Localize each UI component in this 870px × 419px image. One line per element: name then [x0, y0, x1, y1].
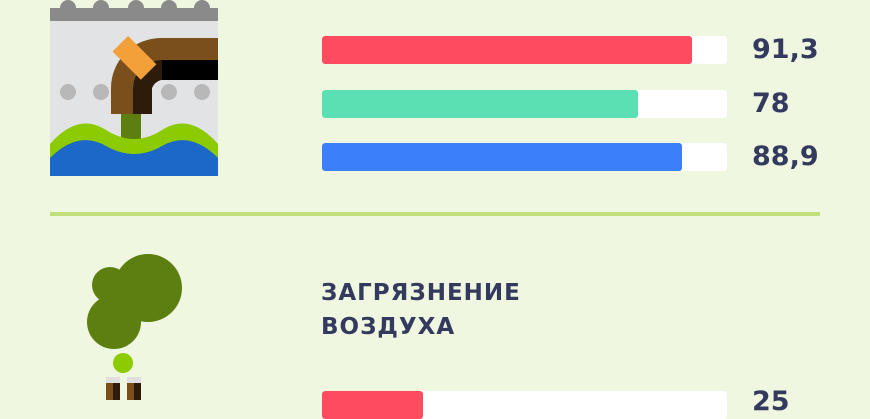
bar-track — [322, 391, 727, 419]
bar-value-label: 88,9 — [752, 141, 819, 172]
section-divider — [50, 212, 820, 216]
bar-track — [322, 90, 727, 118]
section-title-line: ЗАГРЯЗНЕНИЕ — [321, 280, 521, 306]
bar-track — [322, 143, 727, 171]
bar-value-label: 91,3 — [752, 34, 819, 65]
section-title: ЗАГРЯЗНЕНИЕ ВОЗДУХА — [321, 276, 521, 344]
bar-fill-blue — [322, 143, 683, 171]
bar-fill-green — [322, 90, 638, 118]
bar-value-label: 25 — [752, 386, 790, 417]
bar-fill-red — [322, 36, 692, 64]
section-title-line: ВОЗДУХА — [321, 314, 456, 340]
air-pollution-smoke-icon — [87, 254, 182, 400]
bar-fill-red — [322, 391, 424, 419]
water-pollution-pipe-icon — [50, 0, 218, 176]
bar-track — [322, 36, 727, 64]
bar-value-label: 78 — [752, 88, 790, 119]
